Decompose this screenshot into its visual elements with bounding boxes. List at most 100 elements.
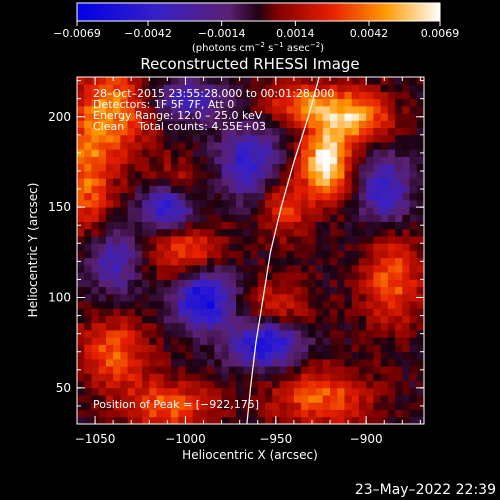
heatmap-cell [395,178,403,186]
heatmap-cell [387,279,396,288]
heatmap-cell [373,134,382,143]
heatmap-cell [98,228,107,237]
heatmap-cell [250,149,259,157]
heatmap-cell [170,257,179,266]
heatmap-cell [149,308,157,316]
heatmap-cell [84,77,92,85]
heatmap-cell [156,279,165,288]
heatmap-cell [380,279,389,288]
heatmap-cell [199,84,208,92]
heatmap-cell [387,199,396,208]
heatmap-cell [264,286,273,295]
heatmap-cell [149,142,157,150]
heatmap-cell [358,214,367,222]
heatmap-cell [243,199,251,208]
heatmap-cell [416,98,424,107]
heatmap-cell [163,286,172,295]
heatmap-cell [178,142,186,150]
heatmap-cell [387,113,396,121]
heatmap-cell [77,142,85,150]
heatmap-cell [84,207,92,215]
heatmap-cell [236,257,244,266]
heatmap-cell [221,395,230,403]
heatmap-cell [120,264,129,273]
heatmap-cell [250,337,259,345]
heatmap-cell [416,228,424,237]
heatmap-cell [257,358,266,367]
heatmap-cell [250,214,259,222]
heatmap-cell [236,322,244,331]
heatmap-cell [127,105,136,114]
heatmap-cell [286,127,295,136]
heatmap-cell [250,192,259,201]
heatmap-cell [315,192,324,201]
heatmap-cell [105,272,114,280]
heatmap-cell [337,84,345,92]
heatmap-cell [395,409,403,418]
heatmap-cell [178,286,186,295]
heatmap-cell [91,286,100,295]
heatmap-cell [120,142,129,150]
heatmap-cell [178,330,186,338]
heatmap-cell [330,337,338,345]
heatmap-cell [366,199,374,208]
heatmap-cell [192,315,201,324]
heatmap-cell [120,91,129,100]
heatmap-cell [293,416,302,424]
heatmap-cell [156,293,165,302]
heatmap-cell [192,98,201,107]
heatmap-cell [409,113,418,121]
heatmap-cell [337,120,345,129]
heatmap-cell [156,373,165,382]
heatmap-cell [366,308,374,316]
heatmap-cell [366,243,374,251]
heatmap-cell [373,199,382,208]
heatmap-cell [120,344,129,353]
heatmap-cell [351,127,360,136]
heatmap-cell [98,98,107,107]
heatmap-cell [207,236,215,244]
heatmap-cell [264,77,273,85]
heatmap-cell [178,192,186,201]
heatmap-cell [207,149,215,157]
heatmap-cell [77,315,85,324]
heatmap-cell [105,344,114,353]
heatmap-cell [149,120,157,129]
heatmap-cell [250,170,259,179]
heatmap-cell [84,402,92,410]
heatmap-cell [402,156,410,165]
heatmap-cell [163,315,172,324]
heatmap-cell [257,395,266,403]
heatmap-cell [236,170,244,179]
heatmap-cell [286,337,295,345]
heatmap-cell [409,330,418,338]
heatmap-cell [373,402,382,410]
heatmap-cell [185,272,194,280]
heatmap-cell [380,250,389,259]
heatmap-cell [257,199,266,208]
heatmap-cell [236,192,244,201]
heatmap-cell [358,178,367,186]
heatmap-cell [373,120,382,129]
heatmap-cell [207,373,215,382]
heatmap-cell [351,178,360,186]
heatmap-cell [142,199,150,208]
heatmap-cell [243,113,251,121]
heatmap-cell [416,322,424,331]
heatmap-cell [214,308,222,316]
heatmap-cell [308,293,316,302]
heatmap-cell [228,113,237,121]
heatmap-cell [257,322,266,331]
heatmap-cell [293,120,302,129]
heatmap-cell [366,272,374,280]
heatmap-cell [373,322,382,331]
heatmap-cell [236,185,244,194]
heatmap-cell [91,308,100,316]
heatmap-cell [105,149,114,157]
heatmap-cell [315,337,324,345]
heatmap-cell [98,163,107,172]
heatmap-cell [127,84,136,92]
heatmap-cell [387,416,396,424]
heatmap-cell [402,98,410,107]
heatmap-cell [156,402,165,410]
